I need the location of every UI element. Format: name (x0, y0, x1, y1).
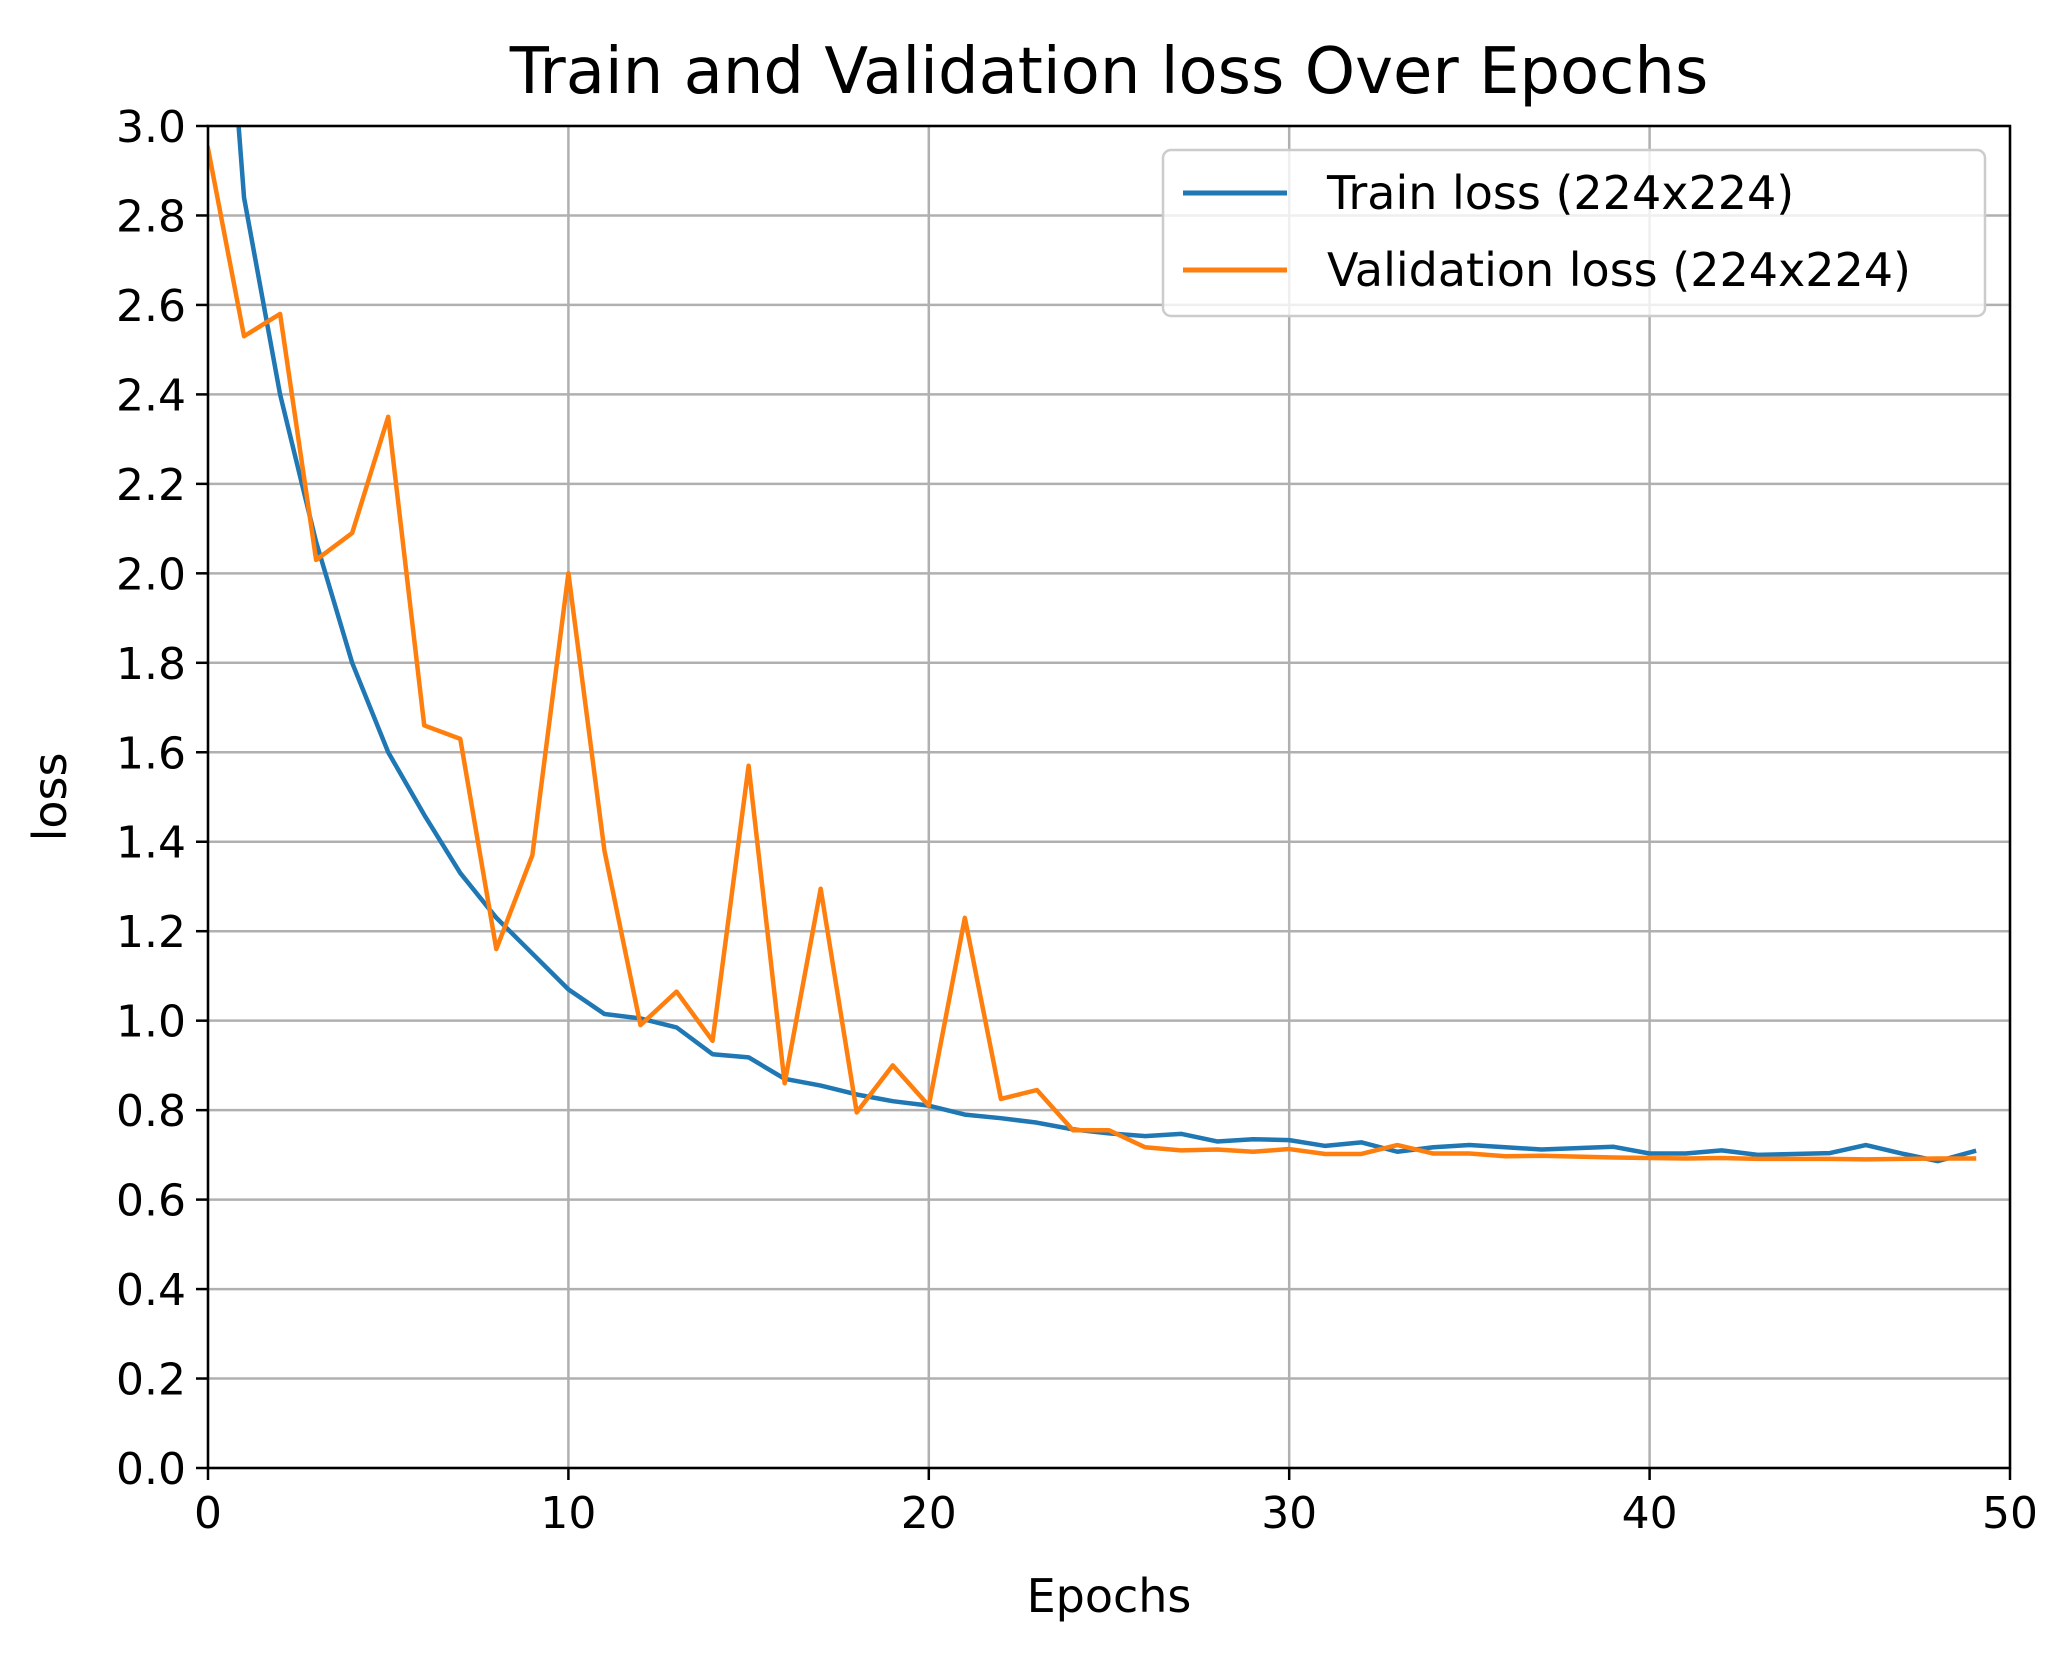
x-tick-label: 0 (194, 1488, 222, 1539)
validation-loss-line (208, 145, 1977, 1162)
plot-frame (206, 124, 2012, 1470)
y-tick-label: 2.6 (116, 281, 186, 332)
y-tick-label: 2.4 (116, 370, 186, 421)
legend-box (1161, 148, 1987, 318)
y-tick-label: 2.2 (116, 460, 186, 511)
x-tick-label: 50 (1982, 1488, 2038, 1539)
chart-title: Train and Validation loss Over Epochs (509, 35, 1709, 109)
x-axis-label: Epochs (1027, 1569, 1192, 1623)
x-tick-label: 20 (901, 1488, 957, 1539)
series-group (208, 126, 1977, 1164)
x-tick-label: 30 (1261, 1488, 1317, 1539)
y-tick-label: 0.8 (116, 1086, 186, 1137)
y-tick-label: 1.4 (116, 818, 186, 869)
y-tick-label: 1.6 (116, 728, 186, 779)
y-tick-label: 0.2 (116, 1355, 186, 1406)
x-tick-label: 40 (1622, 1488, 1678, 1539)
y-tick-label: 1.8 (116, 639, 186, 690)
y-tick-label: 3.0 (116, 102, 186, 153)
y-tick-label: 2.0 (116, 549, 186, 600)
y-axis-label: loss (23, 753, 77, 842)
y-tick-label: 1.2 (116, 907, 186, 958)
legend: Train loss (224x224) Validation loss (22… (1161, 148, 1987, 318)
y-tick-label: 1.0 (116, 997, 186, 1048)
legend-label-train: Train loss (224x224) (1326, 166, 1794, 220)
y-tick-label: 0.4 (116, 1265, 186, 1316)
y-tick-label: 0.0 (116, 1444, 186, 1495)
y-axis-ticks: 0.0 0.2 0.4 0.6 0.8 1.0 1.2 1.4 1.6 1.8 2.0 2.2 2.4 2… (116, 102, 208, 1495)
y-tick-label: 2.8 (116, 191, 186, 242)
x-tick-label: 10 (540, 1488, 596, 1539)
x-axis-ticks: 0 10 20 30 40 50 (194, 1468, 2038, 1539)
y-tick-label: 0.6 (116, 1176, 186, 1227)
legend-label-validation: Validation loss (224x224) (1327, 243, 1911, 297)
